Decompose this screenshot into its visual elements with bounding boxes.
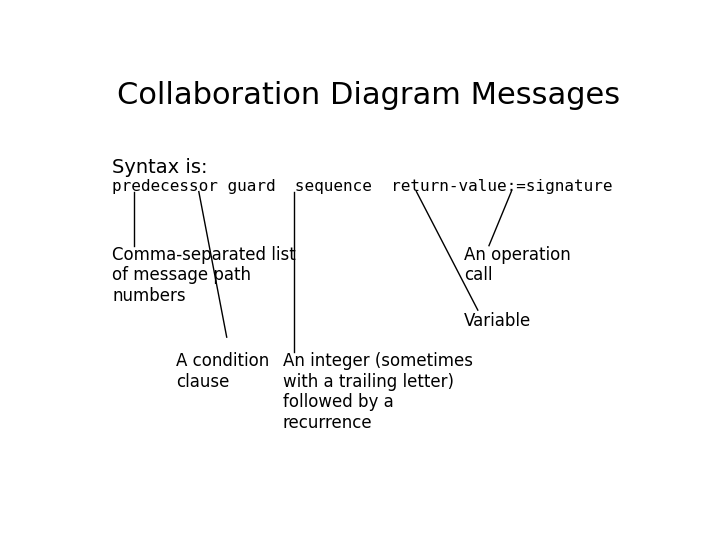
Text: Collaboration Diagram Messages: Collaboration Diagram Messages [117, 82, 621, 111]
Text: A condition
clause: A condition clause [176, 352, 270, 390]
Text: An operation
call: An operation call [464, 246, 571, 285]
Text: Comma-separated list
of message path
numbers: Comma-separated list of message path num… [112, 246, 296, 305]
Text: Syntax is:: Syntax is: [112, 158, 208, 177]
Text: Variable: Variable [464, 312, 531, 330]
Text: predecessor guard  sequence  return-value:=signature: predecessor guard sequence return-value:… [112, 179, 613, 194]
Text: An integer (sometimes
with a trailing letter)
followed by a
recurrence: An integer (sometimes with a trailing le… [282, 352, 472, 432]
